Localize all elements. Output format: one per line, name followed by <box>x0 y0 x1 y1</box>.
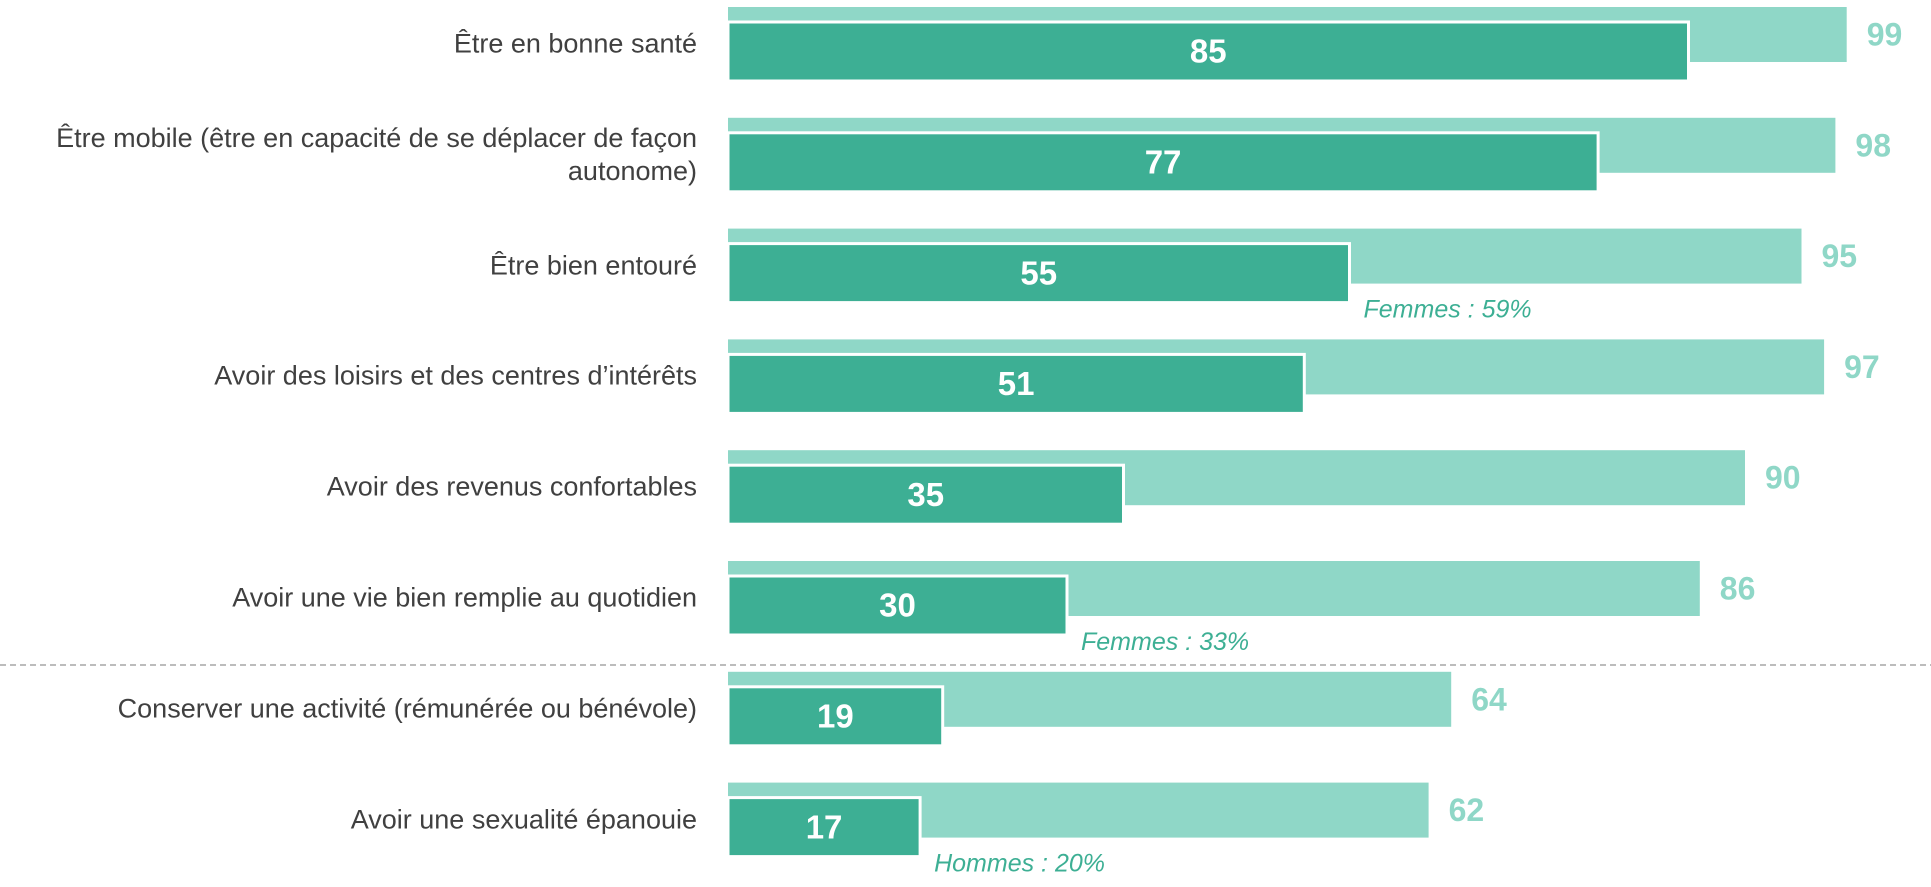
value-label-total: 86 <box>1720 570 1756 606</box>
value-label-priority: 30 <box>879 587 916 624</box>
value-label-total: 62 <box>1449 792 1485 828</box>
value-label-total: 98 <box>1855 127 1891 163</box>
category-label: Être mobile (être en capacité de se dépl… <box>56 122 697 186</box>
bar-priority <box>726 685 945 748</box>
category-label: Avoir des revenus confortables <box>326 471 697 502</box>
bar-priority <box>726 463 1125 526</box>
value-label-total: 99 <box>1867 16 1903 52</box>
category-label: Avoir une sexualité épanouie <box>350 804 697 835</box>
bar-priority <box>726 796 922 859</box>
value-label-total: 97 <box>1844 349 1880 385</box>
annotation: Femmes : 59% <box>1364 296 1532 324</box>
category-label: Avoir une vie bien remplie au quotidien <box>232 582 697 613</box>
bar-priority <box>726 352 1306 415</box>
bar-priority <box>726 242 1351 305</box>
value-label-priority: 19 <box>817 698 854 735</box>
value-label-total: 90 <box>1765 460 1801 496</box>
category-label: Avoir des loisirs et des centres d’intér… <box>214 360 697 391</box>
value-label-total: 95 <box>1822 238 1858 274</box>
bar-priority <box>726 131 1600 194</box>
value-label-priority: 17 <box>806 808 843 845</box>
annotation: Femmes : 33% <box>1081 628 1249 656</box>
category-label: Conserver une activité (rémunérée ou bén… <box>117 693 697 724</box>
value-label-priority: 77 <box>1145 144 1182 181</box>
bar-priority <box>726 574 1069 637</box>
value-label-priority: 35 <box>907 476 944 513</box>
value-label-priority: 85 <box>1190 33 1227 70</box>
value-label-priority: 51 <box>998 365 1035 402</box>
category-label: Être bien entouré <box>489 250 697 281</box>
value-label-total: 64 <box>1471 681 1507 717</box>
category-label: Être en bonne santé <box>453 28 697 59</box>
bar-priority <box>726 20 1690 83</box>
annotation: Hommes : 20% <box>934 850 1105 878</box>
value-label-priority: 55 <box>1020 254 1057 291</box>
